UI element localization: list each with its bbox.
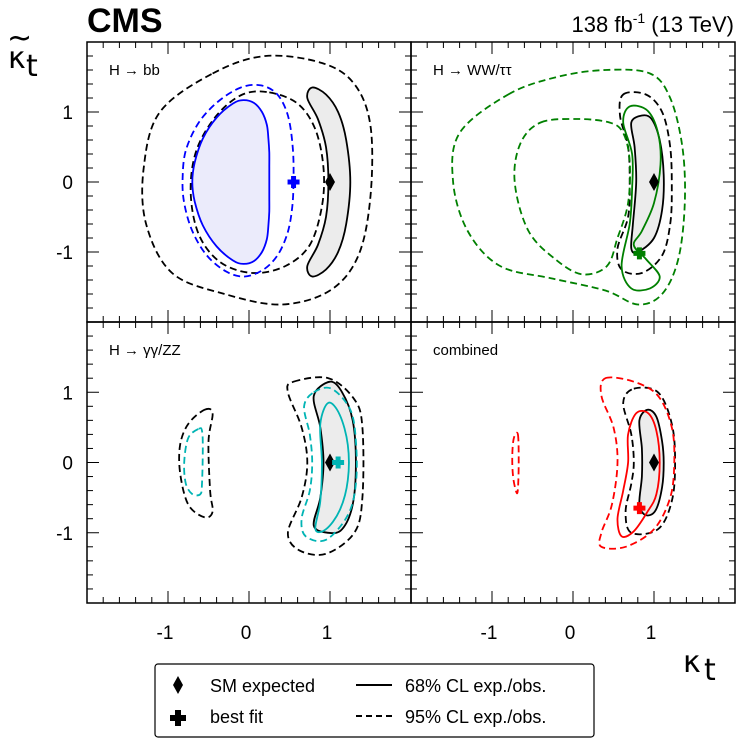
y-tick-label: 1 xyxy=(62,383,73,404)
x-axis-symbol: κ xyxy=(683,645,701,680)
contour-95-expected-line xyxy=(178,407,214,519)
y-tick-label: 0 xyxy=(62,173,73,194)
y-tick-label: -1 xyxy=(56,243,73,264)
contour-fill-68-observed xyxy=(192,100,270,264)
y-axis-subscript: t xyxy=(26,49,38,84)
experiment-label: CMS xyxy=(87,2,163,40)
y-tick-label: -1 xyxy=(56,524,73,545)
panel-h-bb: H → bb xyxy=(86,41,412,323)
contour-95-observed-line xyxy=(598,376,676,550)
contour-95-observed-line xyxy=(511,431,520,495)
x-axis-title: κ t xyxy=(683,645,716,688)
best-fit-point xyxy=(633,247,646,260)
x-axis-subscript: t xyxy=(704,653,716,688)
contour-95-expected-line xyxy=(141,54,374,306)
sm-expected-marker-icon xyxy=(173,676,183,694)
contour-fill-68-expected xyxy=(631,115,664,253)
panel-title-h-bb: H → bb xyxy=(109,62,160,79)
tick-labels: -1 0 1 -1 0 1 -1 0 1 -1 0 1 xyxy=(56,103,656,644)
frame-h-ww-tautau xyxy=(410,41,736,323)
x-tick-label: 1 xyxy=(646,623,657,644)
x-tick-label: -1 xyxy=(481,623,498,644)
x-tick-label: 1 xyxy=(322,623,333,644)
contour-95-observed-line xyxy=(183,427,204,497)
x-tick-label: 0 xyxy=(565,623,576,644)
contours-h-ww-tautau xyxy=(451,68,686,306)
contour-95-observed-line xyxy=(300,386,358,543)
contour-68-expected-line xyxy=(306,86,352,278)
contour-95-expected-line xyxy=(286,376,365,556)
frame-h-gammagamma-zz xyxy=(86,321,412,604)
contour-68-observed-line xyxy=(620,104,662,292)
legend-cl68: 68% CL exp./obs. xyxy=(405,676,546,696)
legend-box xyxy=(154,663,595,738)
contour-68-observed-line xyxy=(314,401,350,534)
ticks-h-bb xyxy=(87,42,411,322)
contour-95-expected-line xyxy=(189,90,325,274)
legend-cl95: 95% CL exp./obs. xyxy=(405,707,546,727)
ticks-h-ww-tautau xyxy=(411,42,735,322)
panel-h-ww-tautau: H → WW/ττ xyxy=(410,41,736,323)
x-tick-label: 0 xyxy=(241,623,252,644)
markers-combined xyxy=(633,453,659,515)
panel-title-h-ww-tautau: H → WW/ττ xyxy=(433,62,512,79)
sm-expected-point xyxy=(649,173,659,191)
contours-h-gammagamma-zz xyxy=(178,376,365,556)
contour-68-observed-line xyxy=(616,410,661,538)
y-tick-label: 0 xyxy=(62,454,73,475)
panel-title-combined: combined xyxy=(433,342,498,359)
ticks-h-gammagamma-zz xyxy=(87,322,411,603)
contour-95-observed-line xyxy=(451,68,686,306)
y-axis-accent: ~ xyxy=(7,21,32,56)
frame-combined xyxy=(410,321,736,604)
best-fit-point xyxy=(332,456,345,469)
y-tick-label: 1 xyxy=(62,103,73,124)
panel-h-gammagamma-zz: H → γγ/ZZ xyxy=(86,321,412,604)
x-tick-label: -1 xyxy=(157,623,174,644)
sm-expected-point xyxy=(649,453,659,472)
contours-h-bb xyxy=(141,54,374,306)
markers-h-ww-tautau xyxy=(633,173,659,260)
best-fit-point xyxy=(633,502,646,515)
markers-h-bb xyxy=(287,173,335,191)
contour-68-observed-line xyxy=(191,99,271,265)
y-axis-symbol: κ xyxy=(8,41,26,76)
luminosity-label: 138 fb-1 (13 TeV) xyxy=(572,10,734,37)
contour-95-observed-line xyxy=(181,83,295,278)
sm-expected-point xyxy=(325,173,335,191)
sm-expected-point xyxy=(325,453,335,472)
panel-combined: combined xyxy=(410,321,736,604)
y-axis-title: κ ~ t xyxy=(7,21,38,84)
legend-best-fit: best fit xyxy=(210,707,263,727)
panel-title-h-gammagamma-zz: H → γγ/ZZ xyxy=(109,342,181,359)
best-fit-point xyxy=(287,176,300,188)
ticks-combined xyxy=(411,322,735,603)
markers-h-gammagamma-zz xyxy=(325,453,345,472)
legend: SM expected best fit 68% CL exp./obs. 95… xyxy=(154,663,595,738)
legend-sm-expected: SM expected xyxy=(210,676,315,696)
best-fit-marker-icon xyxy=(170,710,186,726)
contour-95-observed-line xyxy=(513,118,631,276)
contour-68-expected-line xyxy=(638,408,665,517)
